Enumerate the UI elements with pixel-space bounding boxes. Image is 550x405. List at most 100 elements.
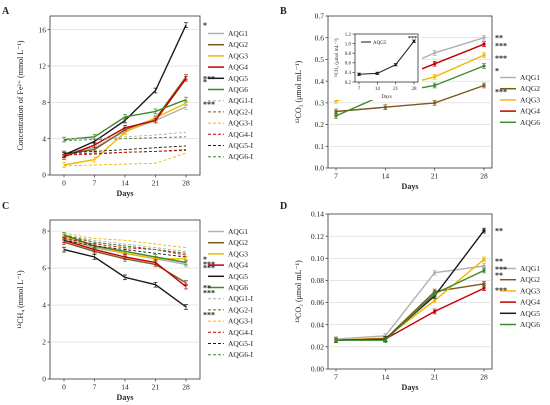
- series-line: [335, 287, 485, 341]
- legend-label: AQG4: [520, 298, 540, 307]
- significance-label: ***: [495, 286, 507, 295]
- significance-label: **: [495, 34, 503, 43]
- x-axis-label: Days: [402, 182, 419, 191]
- y-tick-label: 4: [42, 301, 46, 310]
- significance-label: *: [495, 66, 499, 75]
- x-tick-label: 14: [121, 383, 129, 392]
- x-tick-label: 21: [152, 179, 160, 188]
- y-tick-label: 0.4: [345, 71, 352, 76]
- x-tick-label: 0: [62, 383, 66, 392]
- legend-label: AQG1: [228, 29, 248, 38]
- data-point: [433, 298, 437, 302]
- x-axis-label: Days: [117, 393, 134, 402]
- data-point: [376, 72, 379, 75]
- series-line: [63, 149, 187, 156]
- chart-panel-d: 0.00 0.02 0.04 0.06 0.08 0.10 0.12 0.14 7 14 21 28 D…: [294, 210, 540, 392]
- series-line: [63, 232, 187, 249]
- data-point: [433, 101, 437, 105]
- x-tick-label: 21: [431, 373, 439, 382]
- inset-background: [331, 30, 422, 100]
- series-line: [335, 265, 485, 340]
- y-tick-label: 8: [42, 227, 46, 236]
- legend-label: AQG1-I: [228, 96, 253, 105]
- x-tick-label: 21: [431, 172, 439, 181]
- data-point: [433, 75, 437, 79]
- y-tick-label: 0.8: [345, 52, 352, 57]
- legend-label: AQG5: [228, 272, 248, 281]
- data-point: [433, 271, 437, 275]
- legend-label: AQG4: [228, 63, 248, 72]
- legend-label: AQG2: [520, 275, 540, 284]
- x-axis-label: Days: [381, 95, 391, 100]
- data-point: [383, 338, 387, 342]
- significance-label: *: [203, 255, 207, 264]
- y-tick-label: 16: [39, 25, 47, 34]
- y-tick-label: 12: [39, 62, 47, 71]
- series-line: [336, 269, 485, 341]
- series-line: [335, 258, 485, 341]
- y-tick-label: 0.10: [311, 254, 324, 263]
- legend-label: AQG2-I: [228, 305, 253, 314]
- significance-label: ***: [495, 54, 507, 63]
- y-tick-label: 0.04: [311, 320, 324, 329]
- legend-label: AQG5-I: [228, 339, 253, 348]
- y-tick-label: 0.3: [315, 98, 325, 107]
- y-tick-label: 0.0: [315, 164, 325, 173]
- chart-panel-b: 0.0 0.1 0.2 0.3 0.4 0.5 0.6 0.7 7 14 21 28 Days ¹²CO₂…: [294, 12, 540, 191]
- panel-letter-d: D: [280, 201, 287, 212]
- x-tick-label: 14: [382, 172, 390, 181]
- x-tick-label: 28: [480, 172, 488, 181]
- series-line: [63, 234, 187, 252]
- series-line: [335, 230, 485, 341]
- legend-label: AQG3: [520, 286, 540, 295]
- data-point: [482, 53, 486, 57]
- data-point: [482, 264, 486, 268]
- data-point: [433, 292, 437, 296]
- legend-label: AQG4: [520, 107, 540, 116]
- legend-label: AQG6: [228, 85, 248, 94]
- panel-letter-a: A: [2, 6, 10, 17]
- x-tick-label: 0: [62, 179, 66, 188]
- y-tick-label: 6: [42, 264, 46, 273]
- significance-label: **: [495, 271, 503, 280]
- legend-label: AQG3-I: [228, 317, 253, 326]
- data-point: [482, 64, 486, 68]
- plot-frame: [327, 15, 493, 169]
- legend-label: AQG5-I: [228, 141, 253, 150]
- significance-label: **: [495, 257, 503, 266]
- legend-label: AQG1: [520, 264, 540, 273]
- y-tick-label: 8: [42, 98, 46, 107]
- legend-label: AQG4-I: [228, 130, 253, 139]
- legend-label: AQG2: [520, 84, 540, 93]
- series-line: [63, 239, 187, 258]
- data-point: [482, 257, 486, 261]
- plot-frame: [327, 213, 493, 370]
- y-tick-label: 0.14: [311, 210, 324, 219]
- series-line: [63, 152, 187, 167]
- series-line: [63, 234, 187, 254]
- series-line: [63, 136, 187, 141]
- legend-label: AQG6: [520, 320, 540, 329]
- significance-label: *: [203, 21, 207, 30]
- data-point: [357, 73, 361, 76]
- y-tick-label: 0.12: [311, 232, 324, 241]
- series-line: [64, 131, 187, 140]
- legend-label: AQG3-I: [228, 119, 253, 128]
- x-tick-label: 7: [334, 373, 338, 382]
- legend-label: AQG6-I: [228, 152, 253, 161]
- inset-chart: 0.2 0.4 0.6 0.8 1.0 1.2 7 14 21 28 Days ¹²CO₂ (μmol…: [331, 30, 422, 100]
- legend-label: AQG1: [228, 227, 248, 236]
- y-tick-label: 4: [42, 134, 46, 143]
- data-point: [482, 36, 486, 40]
- data-point: [482, 229, 486, 233]
- x-tick-label: 28: [480, 373, 488, 382]
- legend-label: AQG3: [228, 51, 248, 60]
- significance-label: ***: [203, 260, 215, 269]
- significance-label: *: [203, 78, 207, 87]
- legend-label: AQG2: [228, 238, 248, 247]
- y-tick-label: 0.2: [345, 81, 352, 86]
- y-tick-label: 1.0: [345, 42, 352, 47]
- data-point: [433, 62, 437, 66]
- data-point: [394, 63, 397, 66]
- legend-label: AQG1-I: [228, 294, 253, 303]
